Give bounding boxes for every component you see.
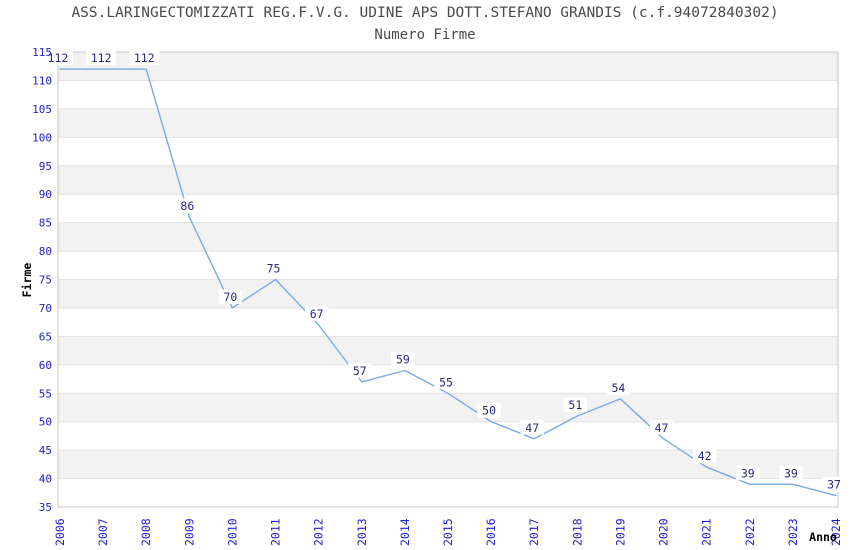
value-label-box (304, 306, 329, 321)
chart-band (58, 336, 838, 365)
value-label: 39 (784, 466, 798, 480)
value-label: 47 (655, 421, 669, 435)
y-tick-label: 50 (39, 416, 52, 429)
x-tick-label: 2015 (441, 518, 455, 546)
value-label-box (692, 448, 717, 464)
y-tick-label: 85 (39, 217, 52, 230)
y-tick-label: 115 (32, 46, 52, 59)
value-label: 50 (482, 404, 496, 418)
x-tick-label: 2013 (355, 518, 369, 546)
value-label: 67 (310, 307, 324, 321)
x-tick-label: 2014 (398, 518, 412, 546)
y-tick-label: 60 (39, 359, 52, 372)
x-tick-label: 2018 (570, 518, 584, 546)
value-label-box (736, 465, 760, 481)
value-label-box (477, 403, 501, 418)
value-label: 86 (180, 199, 194, 213)
y-tick-label: 100 (32, 131, 52, 144)
y-tick-label: 65 (39, 330, 52, 343)
value-label: 75 (267, 262, 281, 276)
x-tick-label: 2017 (527, 518, 541, 546)
chart-band (58, 108, 838, 138)
x-tick-label: 2012 (312, 518, 326, 546)
value-label: 47 (525, 421, 539, 435)
value-label-box (348, 363, 372, 378)
y-tick-label: 105 (32, 103, 52, 116)
x-tick-label: 2023 (786, 518, 800, 546)
x-tick-label: 2010 (225, 518, 239, 546)
chart-title: ASS.LARINGECTOMIZZATI REG.F.V.G. UDINE A… (71, 5, 779, 21)
plot-border (57, 51, 839, 508)
x-tick-label: 2019 (613, 518, 627, 546)
value-label-box (649, 420, 674, 435)
value-label-box (563, 397, 588, 412)
y-tick-label: 55 (39, 387, 52, 400)
value-label-box (434, 374, 458, 390)
chart-band (58, 393, 838, 422)
x-tick-label: 2011 (269, 518, 283, 546)
y-tick-label: 35 (39, 501, 52, 514)
value-label: 112 (91, 51, 112, 65)
value-label-box (218, 289, 243, 304)
x-tick-label: 2007 (96, 518, 110, 546)
x-axis-title: Anno (809, 530, 837, 544)
value-label-box (822, 477, 846, 492)
x-tick-label: 2006 (53, 518, 67, 546)
value-label: 37 (827, 478, 841, 492)
value-label-box (520, 420, 544, 435)
x-tick-label: 2021 (700, 518, 714, 546)
chart-band (58, 52, 838, 81)
x-tick-label: 2022 (743, 518, 757, 546)
y-tick-label: 90 (39, 188, 52, 201)
value-label-box (129, 50, 160, 66)
y-tick-label: 110 (32, 74, 52, 87)
y-tick-label: 80 (39, 245, 52, 258)
value-label: 54 (612, 381, 626, 395)
chart-band (58, 222, 838, 252)
chart-band (58, 450, 838, 479)
x-tick-label: 2020 (657, 518, 671, 546)
x-tick-label: 2008 (139, 518, 153, 546)
value-label: 59 (396, 353, 410, 367)
data-line (59, 68, 837, 497)
chart-band (58, 165, 838, 195)
x-tick-label: 2009 (182, 518, 196, 546)
value-label: 70 (224, 290, 238, 304)
y-tick-label: 45 (39, 444, 52, 457)
y-tick-label: 95 (39, 160, 52, 173)
value-label-box (391, 352, 415, 367)
value-label: 57 (353, 364, 367, 378)
y-axis-title: Firme (20, 263, 34, 298)
value-label-box (261, 261, 286, 276)
value-label-box (42, 50, 74, 66)
chart-subtitle: Numero Firme (374, 27, 476, 43)
value-label-box (779, 465, 803, 481)
y-tick-label: 40 (39, 473, 52, 486)
x-tick-label: 2016 (484, 518, 498, 546)
x-tick-label: 2024 (829, 518, 843, 546)
value-label: 42 (698, 449, 712, 463)
chart-band (58, 279, 838, 308)
y-tick-label: 70 (39, 302, 52, 315)
value-label: 112 (134, 51, 155, 65)
value-label-box (606, 380, 631, 395)
value-label: 55 (439, 375, 453, 389)
value-label-box (175, 198, 200, 213)
y-tick-label: 75 (39, 274, 52, 287)
value-label: 51 (568, 398, 582, 412)
value-label: 39 (741, 466, 755, 480)
value-label-box (86, 50, 117, 66)
value-label: 112 (48, 51, 69, 65)
